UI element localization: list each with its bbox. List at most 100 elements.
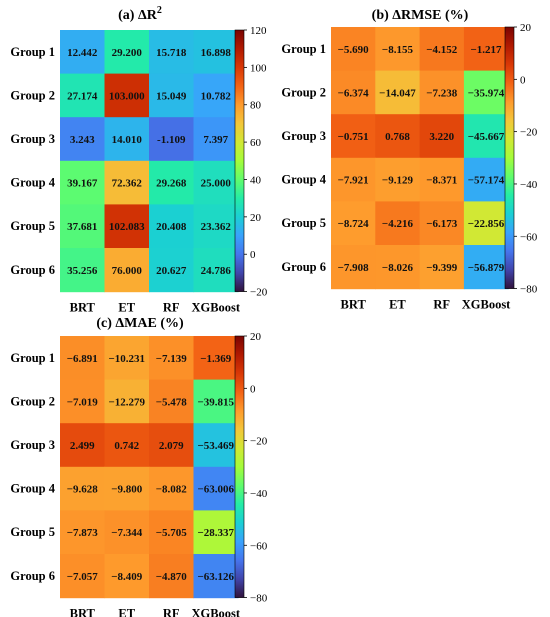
panel-title-main: (b) ΔRMSE (%)	[372, 8, 469, 23]
heatmap-cell	[149, 554, 195, 599]
heatmap-cell	[193, 248, 239, 293]
cell-value-label: −7.344	[111, 527, 143, 539]
heatmap-cell	[193, 554, 239, 599]
cell-value-label: 20.627	[156, 265, 187, 277]
cell-value-label: 7.397	[203, 134, 228, 146]
row-label: Group 3	[281, 129, 326, 143]
heatmap-cell	[104, 248, 150, 293]
heatmap-cell	[331, 114, 376, 159]
cell-value-label: 14.010	[112, 134, 143, 146]
colorbar-tick-label: 60	[250, 137, 262, 149]
heatmap-cell	[463, 201, 509, 246]
row-label: Group 3	[10, 438, 55, 452]
cell-value-label: −7.019	[67, 396, 99, 408]
colorbar-tick-label: 100	[250, 62, 267, 74]
colorbar-tick-label: 120	[250, 25, 267, 37]
row-label: Group 6	[281, 260, 326, 274]
cell-value-label: -1.109	[157, 134, 186, 146]
cell-value-label: −35.974	[468, 87, 505, 99]
column-label: BRT	[70, 607, 96, 617]
colorbar-tick-label: 40	[250, 174, 262, 186]
cell-value-label: −8.409	[111, 571, 143, 583]
row-label: Group 6	[10, 263, 55, 277]
heatmap-cell	[331, 157, 376, 202]
row-label: Group 4	[281, 173, 326, 187]
heatmap-cell	[419, 27, 465, 72]
heatmap-cell	[193, 30, 239, 75]
cell-value-label: 103.000	[109, 90, 145, 102]
cell-value-label: −9.628	[67, 484, 99, 496]
heatmap-cell	[331, 201, 376, 246]
heatmap-cell	[104, 510, 150, 555]
colorbar-tick-label: −20	[250, 436, 268, 448]
panel-title-superscript: 2	[157, 5, 162, 16]
row-label: Group 5	[281, 216, 326, 230]
cell-value-label: 72.362	[112, 178, 143, 190]
cell-value-label: 102.083	[109, 221, 145, 233]
colorbar-tick-label: 0	[520, 74, 526, 86]
heatmap-cell	[463, 157, 509, 202]
cell-value-label: −57.174	[468, 175, 505, 187]
cell-value-label: 12.442	[67, 47, 98, 59]
heatmap-cell	[104, 554, 150, 599]
heatmap-cell	[60, 204, 106, 249]
cell-value-label: −5.478	[156, 396, 188, 408]
colorbar-tick-label: −40	[520, 179, 538, 191]
cell-value-label: 0.742	[114, 440, 139, 452]
colorbar-tick-label: 0	[250, 249, 256, 261]
row-label: Group 3	[10, 132, 55, 146]
heatmap-cell	[60, 510, 106, 555]
cell-value-label: −7.921	[338, 175, 369, 187]
heatmap-cell	[104, 423, 150, 468]
heatmap-cell	[60, 73, 106, 118]
panel-title-main: (a) ΔR	[118, 8, 158, 23]
heatmap-cell	[104, 160, 150, 205]
heatmap-cell	[463, 245, 509, 290]
cell-value-label: −22.856	[468, 218, 505, 230]
heatmap-cell	[104, 466, 150, 511]
heatmap-cell	[149, 423, 195, 468]
column-label: ET	[118, 301, 135, 315]
cell-value-label: −7.873	[67, 527, 99, 539]
heatmap-cell	[104, 204, 150, 249]
colorbar-tick-label: 80	[250, 100, 262, 112]
cell-value-label: 29.200	[112, 47, 143, 59]
colorbar	[234, 335, 245, 598]
heatmap-cell	[463, 114, 509, 159]
heatmap-cell	[419, 114, 465, 159]
colorbar-tick-label: 0	[250, 383, 256, 395]
row-label: Group 1	[10, 351, 55, 365]
panel-title: (c) ΔMAE (%)	[96, 316, 184, 331]
row-label: Group 5	[10, 525, 55, 539]
panel-title: (b) ΔRMSE (%)	[372, 8, 469, 23]
heatmap-cell	[149, 30, 195, 75]
cell-value-label: 29.268	[156, 178, 187, 190]
cell-value-label: −6.173	[426, 218, 458, 230]
heatmap-cell	[149, 117, 195, 162]
heatmap-cell	[419, 245, 465, 290]
heatmap-cell	[375, 27, 421, 72]
heatmap-cell	[375, 70, 421, 115]
row-label: Group 2	[10, 88, 55, 102]
column-label: RF	[433, 298, 450, 312]
heatmap-panel-1: (a) ΔR2 12.442 29.200 15.718 16.898 27.174 103…	[10, 5, 267, 315]
cell-value-label: −6.891	[67, 353, 98, 365]
heatmap-cell	[331, 70, 376, 115]
cell-value-label: −5.705	[156, 527, 188, 539]
colorbar	[234, 29, 245, 292]
column-label: XGBoost	[191, 607, 240, 617]
cell-value-label: −12.279	[108, 396, 145, 408]
cell-value-label: −4.152	[426, 44, 458, 56]
heatmap-cell	[331, 245, 376, 290]
cell-value-label: −0.751	[338, 131, 369, 143]
heatmap-cell	[60, 117, 106, 162]
heatmap-cell	[331, 27, 376, 72]
colorbar-tick-label: −80	[250, 593, 268, 605]
heatmap-cell	[463, 27, 509, 72]
cell-value-label: −14.047	[379, 87, 416, 99]
heatmap-panel-2: (b) ΔRMSE (%) −5.690 −8.155 −4.152 −1.217 −6.…	[281, 8, 537, 312]
heatmap-cell	[193, 379, 239, 424]
row-label: Group 5	[10, 219, 55, 233]
column-label: XGBoost	[191, 301, 240, 315]
cell-value-label: −5.690	[338, 44, 370, 56]
